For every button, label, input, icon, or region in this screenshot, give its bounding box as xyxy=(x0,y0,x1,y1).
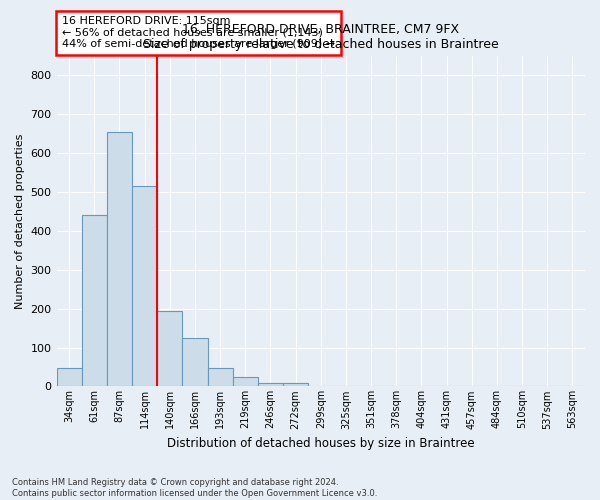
Bar xyxy=(233,378,258,386)
Bar xyxy=(283,382,308,386)
Title: 16, HEREFORD DRIVE, BRAINTREE, CM7 9FX
Size of property relative to detached hou: 16, HEREFORD DRIVE, BRAINTREE, CM7 9FX S… xyxy=(143,22,499,50)
Bar xyxy=(208,368,233,386)
X-axis label: Distribution of detached houses by size in Braintree: Distribution of detached houses by size … xyxy=(167,437,475,450)
Bar xyxy=(258,382,283,386)
Bar xyxy=(107,132,132,386)
Bar xyxy=(132,186,157,386)
Bar xyxy=(82,216,107,386)
Bar xyxy=(182,338,208,386)
Bar xyxy=(157,312,182,386)
Text: Contains HM Land Registry data © Crown copyright and database right 2024.
Contai: Contains HM Land Registry data © Crown c… xyxy=(12,478,377,498)
Bar xyxy=(56,368,82,386)
Text: 16 HEREFORD DRIVE: 115sqm
← 56% of detached houses are smaller (1,143)
44% of se: 16 HEREFORD DRIVE: 115sqm ← 56% of detac… xyxy=(62,16,335,50)
Y-axis label: Number of detached properties: Number of detached properties xyxy=(15,134,25,309)
